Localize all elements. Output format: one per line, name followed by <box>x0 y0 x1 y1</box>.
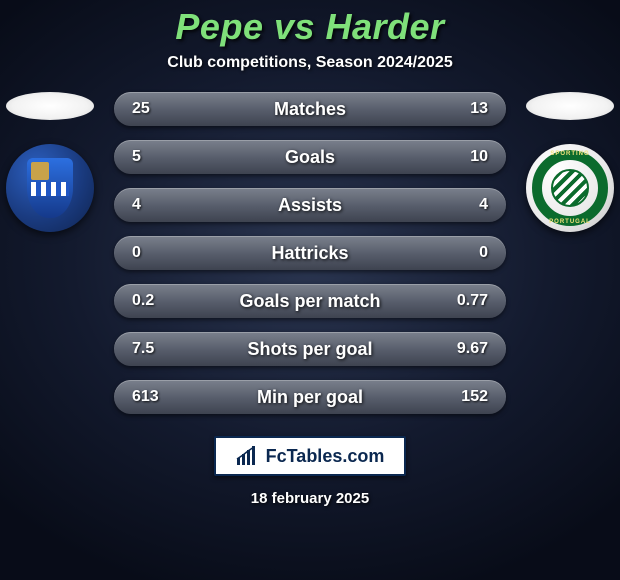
sporting-ring-icon <box>532 150 608 226</box>
brand-badge: FcTables.com <box>214 436 407 476</box>
stats-column: 25Matches135Goals104Assists40Hattricks00… <box>114 92 506 414</box>
brand-text: FcTables.com <box>266 446 385 467</box>
right-club-badge: SPORTING PORTUGAL <box>526 144 614 232</box>
stat-bar: 0Hattricks0 <box>114 236 506 270</box>
stat-value-right: 0.77 <box>444 292 488 310</box>
stat-bar: 4Assists4 <box>114 188 506 222</box>
right-player-placeholder <box>526 92 614 120</box>
stat-value-right: 4 <box>444 196 488 214</box>
stat-value-right: 0 <box>444 244 488 262</box>
stat-value-right: 9.67 <box>444 340 488 358</box>
stat-bar: 613Min per goal152 <box>114 380 506 414</box>
stat-bar: 0.2Goals per match0.77 <box>114 284 506 318</box>
page-title: Pepe vs Harder <box>175 6 444 48</box>
stat-value-left: 0.2 <box>132 292 176 310</box>
page-subtitle: Club competitions, Season 2024/2025 <box>167 54 452 72</box>
stat-value-left: 613 <box>132 388 176 406</box>
stat-value-left: 0 <box>132 244 176 262</box>
stat-bar: 7.5Shots per goal9.67 <box>114 332 506 366</box>
infographic-root: Pepe vs Harder Club competitions, Season… <box>0 0 620 580</box>
stat-value-left: 7.5 <box>132 340 176 358</box>
left-club-badge <box>6 144 94 232</box>
date-text: 18 february 2025 <box>251 490 369 507</box>
stat-value-right: 152 <box>444 388 488 406</box>
main-row: 25Matches135Goals104Assists40Hattricks00… <box>0 92 620 414</box>
left-side <box>0 92 100 232</box>
chart-icon <box>236 446 258 466</box>
stat-value-right: 10 <box>444 148 488 166</box>
stat-bar: 25Matches13 <box>114 92 506 126</box>
stat-value-left: 25 <box>132 100 176 118</box>
right-side: SPORTING PORTUGAL <box>520 92 620 232</box>
stat-value-right: 13 <box>444 100 488 118</box>
stat-bar: 5Goals10 <box>114 140 506 174</box>
left-player-placeholder <box>6 92 94 120</box>
stat-value-left: 5 <box>132 148 176 166</box>
porto-shield-icon <box>27 158 73 218</box>
stat-value-left: 4 <box>132 196 176 214</box>
